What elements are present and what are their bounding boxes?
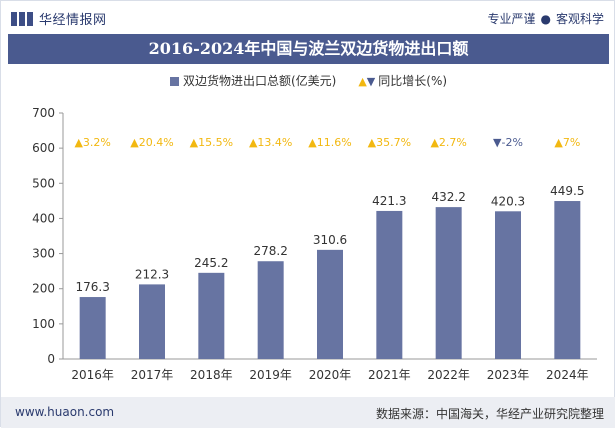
y-tick-label: 100: [32, 317, 55, 331]
bar: [435, 207, 462, 359]
growth-label: ▲2.7%: [430, 136, 466, 149]
brand-logo-icon: [11, 11, 33, 26]
triangle-up-icon: ▲: [430, 136, 439, 149]
bar-value-label: 420.3: [491, 194, 525, 208]
brand: 华经情报网: [11, 9, 107, 28]
y-tick-label: 0: [47, 352, 55, 366]
x-tick-label: 2023年: [487, 368, 530, 382]
slogan-right: 客观科学: [555, 12, 604, 26]
legend-bar-label: 双边货物进出口总额(亿美元): [182, 74, 337, 88]
triangle-up-icon: ▲: [130, 136, 139, 149]
bar: [139, 284, 165, 359]
chart-legend: 双边货物进出口总额(亿美元) ▲▼ 同比增长(%): [1, 72, 615, 89]
top-bar: 华经情报网 专业严谨 ● 客观科学: [1, 1, 615, 32]
bar-value-label: 310.6: [313, 233, 347, 247]
triangle-up-icon: ▲: [249, 136, 258, 149]
bar: [79, 297, 106, 359]
x-tick-label: 2022年: [427, 368, 470, 382]
x-tick-label: 2021年: [368, 368, 411, 382]
triangle-down-icon: ▼: [366, 75, 376, 88]
growth-value: 3.2%: [83, 136, 111, 149]
triangle-up-icon: ▲: [554, 136, 563, 149]
chart-title: 2016-2024年中国与波兰双边货物进出口额: [8, 34, 609, 64]
bar: [257, 261, 284, 359]
growth-value: 2.7%: [439, 136, 467, 149]
bar-value-label: 212.3: [135, 267, 169, 281]
triangle-up-icon: ▲: [308, 136, 317, 149]
growth-label: ▲7%: [554, 136, 580, 149]
growth-value: 7%: [563, 136, 580, 149]
footer-source: 数据来源：中国海关，华经产业研究院整理: [375, 407, 604, 421]
y-tick-label: 400: [32, 211, 55, 225]
bar-value-label: 176.3: [75, 280, 109, 294]
y-tick-label: 300: [32, 247, 55, 261]
growth-label: ▲13.4%: [249, 136, 292, 149]
brand-name: 华经情报网: [39, 13, 107, 28]
growth-value: 13.4%: [257, 136, 292, 149]
growth-value: 20.4%: [139, 136, 174, 149]
bar: [317, 249, 343, 359]
bar: [495, 211, 521, 359]
growth-label: ▲3.2%: [74, 136, 110, 149]
y-tick-label: 600: [32, 141, 55, 155]
triangle-up-icon: ▲: [368, 136, 377, 149]
growth-label: ▼-2%: [493, 136, 523, 149]
growth-value: 11.6%: [317, 136, 352, 149]
growth-label: ▲11.6%: [308, 136, 351, 149]
bar: [198, 272, 225, 359]
growth-label: ▲20.4%: [130, 136, 173, 149]
triangle-up-icon: ▲: [358, 75, 367, 88]
bar: [554, 201, 581, 359]
legend-bar-swatch: [169, 77, 179, 86]
triangle-up-icon: ▲: [74, 136, 83, 149]
triangle-down-icon: ▼: [493, 136, 502, 149]
growth-value: -2%: [502, 136, 523, 149]
growth-label: ▲35.7%: [368, 136, 411, 149]
x-tick-label: 2018年: [190, 368, 233, 382]
triangle-up-icon: ▲: [190, 136, 199, 149]
y-tick-label: 200: [32, 282, 55, 296]
bar-chart: 0100200300400500600700176.32016年▲3.2%212…: [32, 106, 597, 382]
bar-value-label: 432.2: [431, 190, 465, 204]
dot-separator-icon: ●: [540, 12, 551, 26]
growth-value: 15.5%: [198, 136, 233, 149]
x-tick-label: 2019年: [249, 368, 292, 382]
bar: [376, 210, 403, 359]
bar-value-label: 278.2: [253, 244, 287, 258]
slogan-left: 专业严谨: [487, 12, 536, 26]
bar-value-label: 245.2: [194, 256, 228, 270]
growth-value: 35.7%: [376, 136, 411, 149]
x-tick-label: 2024年: [546, 368, 589, 382]
x-tick-label: 2020年: [309, 368, 352, 382]
y-tick-label: 500: [32, 176, 55, 190]
legend-growth-label: 同比增长(%): [378, 74, 448, 88]
growth-label: ▲15.5%: [190, 136, 233, 149]
footer-url: www.huaon.com: [15, 405, 115, 419]
bar-value-label: 449.5: [550, 184, 584, 198]
slogan: 专业严谨 ● 客观科学: [487, 10, 604, 27]
x-tick-label: 2017年: [131, 368, 174, 382]
bar-value-label: 421.3: [372, 194, 406, 208]
footer-bar: www.huaon.com 数据来源：中国海关，华经产业研究院整理: [1, 397, 615, 428]
x-tick-label: 2016年: [71, 368, 114, 382]
y-tick-label: 700: [32, 106, 55, 120]
